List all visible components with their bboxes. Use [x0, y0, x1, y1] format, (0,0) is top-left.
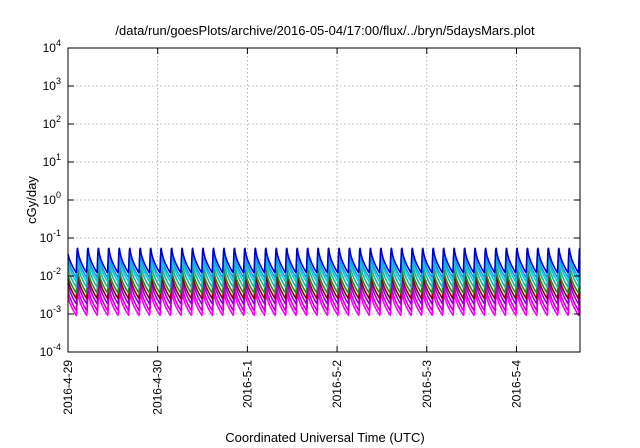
x-tick-label: 2016-5-3 — [420, 360, 434, 408]
series-line — [67, 284, 581, 312]
x-tick-label: 2016-4-30 — [151, 360, 165, 415]
y-tick-label: 104 — [43, 38, 61, 55]
series-line — [67, 291, 581, 317]
series-group — [67, 247, 581, 317]
chart-title: /data/run/goesPlots/archive/2016-05-04/1… — [115, 23, 535, 38]
x-axis-label: Coordinated Universal Time (UTC) — [225, 430, 424, 445]
series-line — [67, 277, 581, 305]
x-ticks: 2016-4-29 2016-4-30 2016-5-1 2016-5-2 2016-5… — [61, 48, 523, 415]
x-tick-label: 2016-5-1 — [240, 360, 254, 408]
y-tick-label: 10-4 — [40, 342, 61, 359]
series-line — [67, 267, 581, 294]
y-tick-label: 10-2 — [40, 266, 61, 283]
series-line — [67, 254, 581, 283]
y-axis-label: cGy/day — [24, 176, 39, 224]
y-tick-label: 103 — [43, 76, 61, 93]
y-tick-label: 10-3 — [40, 304, 61, 321]
y-ticks: 10-4 10-3 10-2 10-1 100 101 102 103 104 — [40, 38, 580, 359]
y-tick-label: 100 — [43, 190, 61, 207]
y-tick-label: 102 — [43, 114, 61, 131]
y-tick-label: 10-1 — [40, 228, 61, 245]
x-tick-label: 2016-5-4 — [509, 360, 523, 408]
series-line — [67, 247, 581, 274]
series-line — [67, 251, 581, 279]
series-line — [67, 272, 581, 300]
series-line — [67, 260, 581, 289]
x-tick-label: 2016-5-2 — [330, 360, 344, 408]
x-tick-label: 2016-4-29 — [61, 360, 75, 415]
y-tick-label: 101 — [43, 152, 61, 169]
